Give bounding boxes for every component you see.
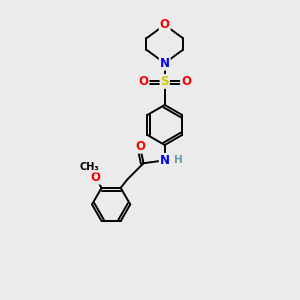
Text: O: O — [139, 75, 148, 88]
Text: O: O — [181, 75, 191, 88]
Text: N: N — [160, 154, 170, 167]
Text: H: H — [174, 155, 182, 165]
Text: O: O — [160, 18, 170, 32]
Text: CH₃: CH₃ — [80, 162, 99, 172]
Text: N: N — [160, 57, 170, 70]
Text: O: O — [135, 140, 145, 153]
Text: S: S — [160, 75, 169, 88]
Text: O: O — [90, 171, 100, 184]
